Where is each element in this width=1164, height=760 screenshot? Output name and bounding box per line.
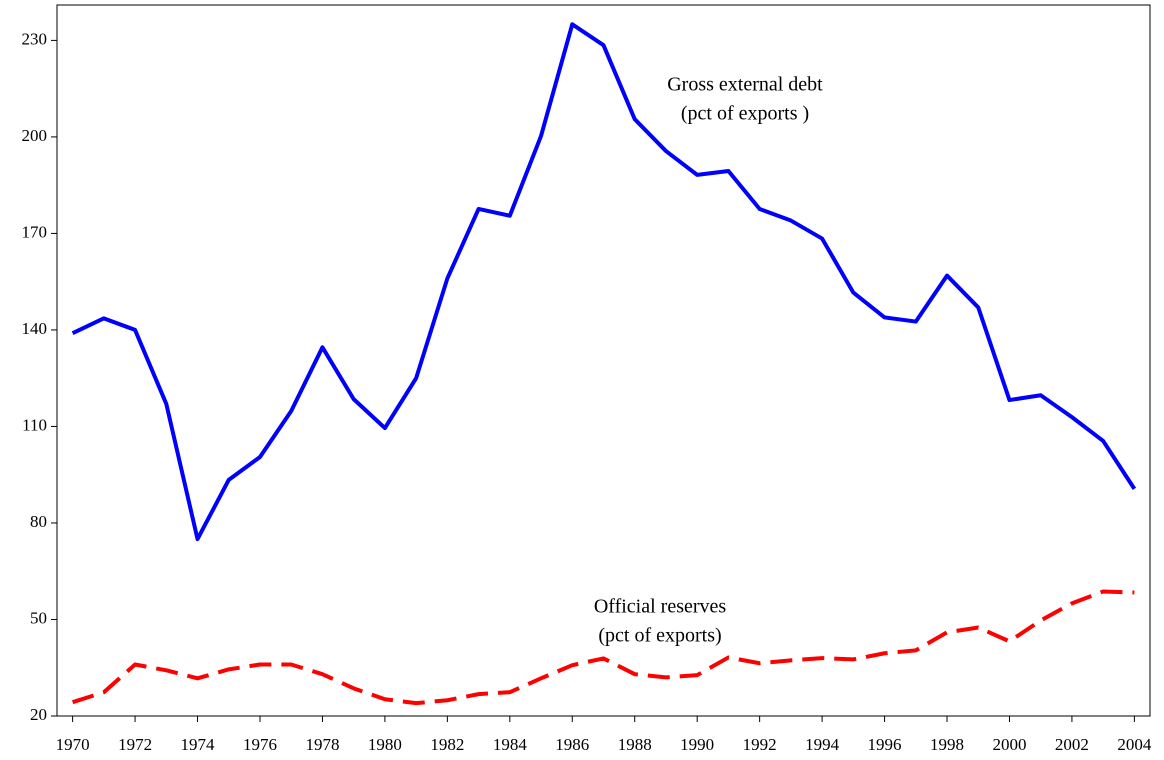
y-tick-label: 170: [22, 222, 48, 241]
y-tick-label: 20: [30, 705, 47, 724]
x-tick-label: 1980: [368, 735, 402, 754]
x-tick-label: 1990: [680, 735, 714, 754]
x-tick-label: 1974: [181, 735, 216, 754]
annotation: (pct of exports ): [681, 103, 809, 125]
x-tick-label: 1996: [868, 735, 902, 754]
x-tick-label: 1976: [243, 735, 277, 754]
x-tick-label: 1994: [805, 735, 840, 754]
y-tick-label: 80: [30, 512, 47, 531]
x-tick-label: 2004: [1117, 735, 1152, 754]
x-tick-label: 2000: [992, 735, 1026, 754]
y-tick-label: 140: [22, 319, 48, 338]
x-tick-label: 1970: [56, 735, 90, 754]
x-tick-label: 1978: [305, 735, 339, 754]
y-tick-label: 110: [22, 415, 47, 434]
annotation: Gross external debt: [667, 74, 823, 96]
x-tick-label: 2002: [1055, 735, 1089, 754]
x-tick-label: 1984: [493, 735, 528, 754]
x-tick-label: 1972: [118, 735, 152, 754]
y-tick-label: 230: [22, 29, 48, 48]
series-line: [71, 22, 1137, 542]
series-line: [72, 589, 1135, 706]
x-tick-label: 1986: [555, 735, 589, 754]
annotation: (pct of exports): [598, 625, 721, 647]
x-tick-label: 1982: [430, 735, 464, 754]
y-tick-label: 50: [30, 608, 47, 627]
y-tick-label: 200: [22, 126, 48, 145]
annotation: Official reserves: [594, 596, 727, 618]
x-tick-label: 1992: [743, 735, 777, 754]
x-tick-label: 1998: [930, 735, 964, 754]
x-tick-label: 1988: [618, 735, 652, 754]
plot-frame: [56, 4, 1151, 717]
